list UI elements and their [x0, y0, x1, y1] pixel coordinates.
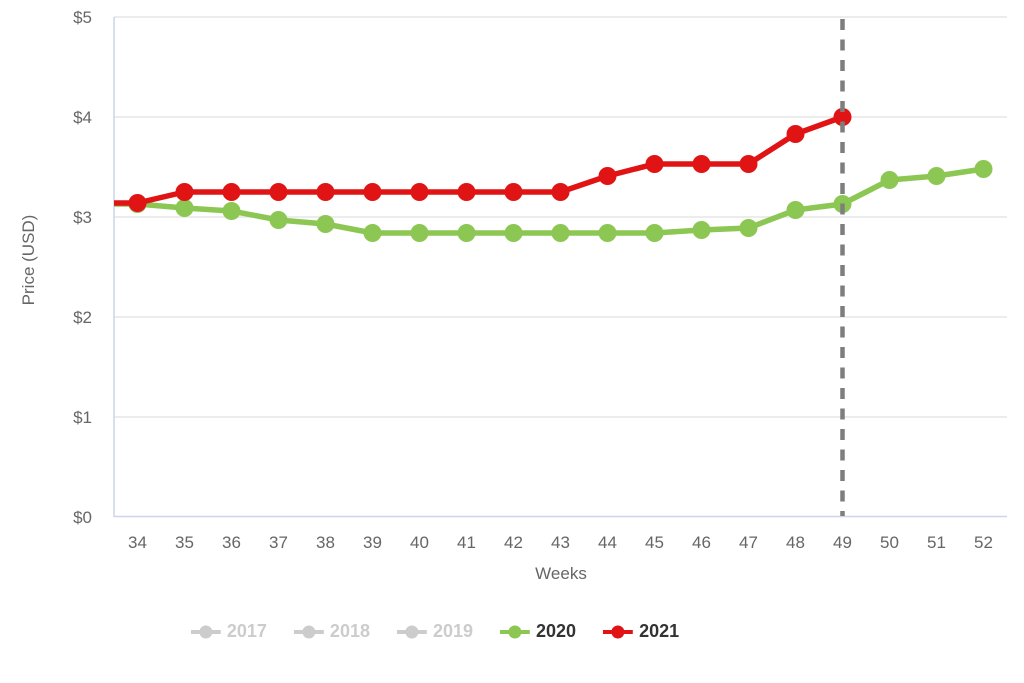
x-tick-label: 37 — [269, 533, 288, 552]
legend-item-label: 2019 — [432, 621, 474, 641]
x-tick-label: 43 — [551, 533, 570, 552]
point-2021-w49[interactable] — [833, 108, 852, 126]
legend-item-2017[interactable]: 2017 — [190, 621, 267, 642]
point-2020-w44[interactable] — [598, 224, 617, 242]
y-tick-label: $0 — [73, 508, 92, 527]
legend: 2017 2018 2019 2020 2021 — [190, 621, 679, 642]
point-2020-w39[interactable] — [363, 224, 382, 242]
point-2020-w48[interactable] — [786, 201, 805, 219]
x-tick-label: 35 — [175, 533, 194, 552]
y-tick-label: $5 — [73, 8, 92, 27]
x-tick-label: 49 — [833, 533, 852, 552]
legend-marker-icon — [396, 625, 427, 638]
legend-item-label: 2020 — [536, 621, 577, 641]
gridlines — [114, 16, 1007, 418]
legend-marker-dot — [611, 625, 625, 638]
legend-item-2018[interactable]: 2018 — [293, 621, 370, 642]
y-axis-title: Price (USD) — [19, 215, 38, 306]
y-tick-label: $2 — [73, 308, 92, 327]
x-tick-label: 41 — [457, 533, 476, 552]
point-2020-w42[interactable] — [504, 224, 523, 242]
point-2020-w43[interactable] — [551, 224, 570, 242]
x-tick-label: 36 — [222, 533, 241, 552]
x-tick-label: 45 — [645, 533, 664, 552]
legend-marker-dot — [302, 625, 316, 638]
point-2021-w41[interactable] — [457, 183, 476, 201]
point-2020-w52[interactable] — [974, 160, 993, 178]
axis-tick-labels: $0 $1 $2 $3 $4 $5 34 35 36 37 38 39 40 41 42 43 44 45 46 47… — [73, 8, 993, 552]
point-2020-w36[interactable] — [222, 202, 241, 220]
x-tick-label: 46 — [692, 533, 711, 552]
point-2020-w37[interactable] — [269, 211, 288, 229]
x-tick-label: 48 — [786, 533, 805, 552]
point-2020-w51[interactable] — [927, 167, 946, 185]
legend-marker-icon — [603, 625, 634, 638]
point-2021-w43[interactable] — [551, 183, 570, 201]
x-tick-label: 39 — [363, 533, 382, 552]
x-tick-label: 52 — [974, 533, 993, 552]
point-2021-w37[interactable] — [269, 183, 288, 201]
legend-item-label: 2018 — [329, 621, 370, 641]
legend-marker-icon — [293, 625, 324, 638]
point-2020-w35[interactable] — [175, 199, 194, 217]
legend-item-2019[interactable]: 2019 — [396, 621, 474, 642]
point-2020-w50[interactable] — [880, 171, 899, 189]
point-2021-w34[interactable] — [128, 194, 147, 212]
point-2021-w36[interactable] — [222, 183, 241, 201]
point-2020-w38[interactable] — [316, 215, 335, 233]
point-2021-w44[interactable] — [598, 167, 617, 185]
point-2021-w45[interactable] — [645, 155, 664, 173]
y-tick-label: $1 — [73, 408, 92, 427]
point-2021-w39[interactable] — [363, 183, 382, 201]
x-tick-label: 51 — [927, 533, 946, 552]
legend-marker-dot — [405, 625, 419, 638]
legend-item-2021[interactable]: 2021 — [603, 621, 679, 642]
point-2021-w42[interactable] — [504, 183, 523, 201]
y-tick-label: $4 — [73, 108, 92, 127]
legend-marker-icon — [500, 625, 531, 638]
point-2021-w35[interactable] — [175, 183, 194, 201]
point-2021-w40[interactable] — [410, 183, 429, 201]
point-2021-w47[interactable] — [739, 155, 758, 173]
legend-marker-icon — [190, 625, 221, 638]
point-2020-w41[interactable] — [457, 224, 476, 242]
x-tick-label: 47 — [739, 533, 758, 552]
point-2020-w40[interactable] — [410, 224, 429, 242]
legend-item-2020[interactable]: 2020 — [500, 621, 576, 642]
x-tick-label: 34 — [128, 533, 147, 552]
x-tick-label: 42 — [504, 533, 523, 552]
x-tick-label: 40 — [410, 533, 429, 552]
point-2021-w38[interactable] — [316, 183, 335, 201]
axis-lines — [113, 17, 1007, 518]
x-tick-label: 50 — [880, 533, 899, 552]
y-tick-label: $3 — [73, 208, 92, 227]
point-2020-w47[interactable] — [739, 219, 758, 237]
x-tick-label: 38 — [316, 533, 335, 552]
point-2020-w45[interactable] — [645, 224, 664, 242]
legend-item-label: 2017 — [226, 621, 267, 641]
legend-marker-dot — [508, 625, 522, 638]
x-axis-title: Weeks — [535, 564, 587, 583]
series-2020-line — [114, 166, 984, 236]
point-2020-w46[interactable] — [692, 221, 711, 239]
x-tick-label: 44 — [598, 533, 617, 552]
legend-item-label: 2021 — [639, 621, 680, 641]
point-2021-w46[interactable] — [692, 155, 711, 173]
point-2021-w48[interactable] — [786, 125, 805, 143]
legend-marker-dot — [199, 625, 213, 638]
series-lines — [114, 108, 993, 242]
